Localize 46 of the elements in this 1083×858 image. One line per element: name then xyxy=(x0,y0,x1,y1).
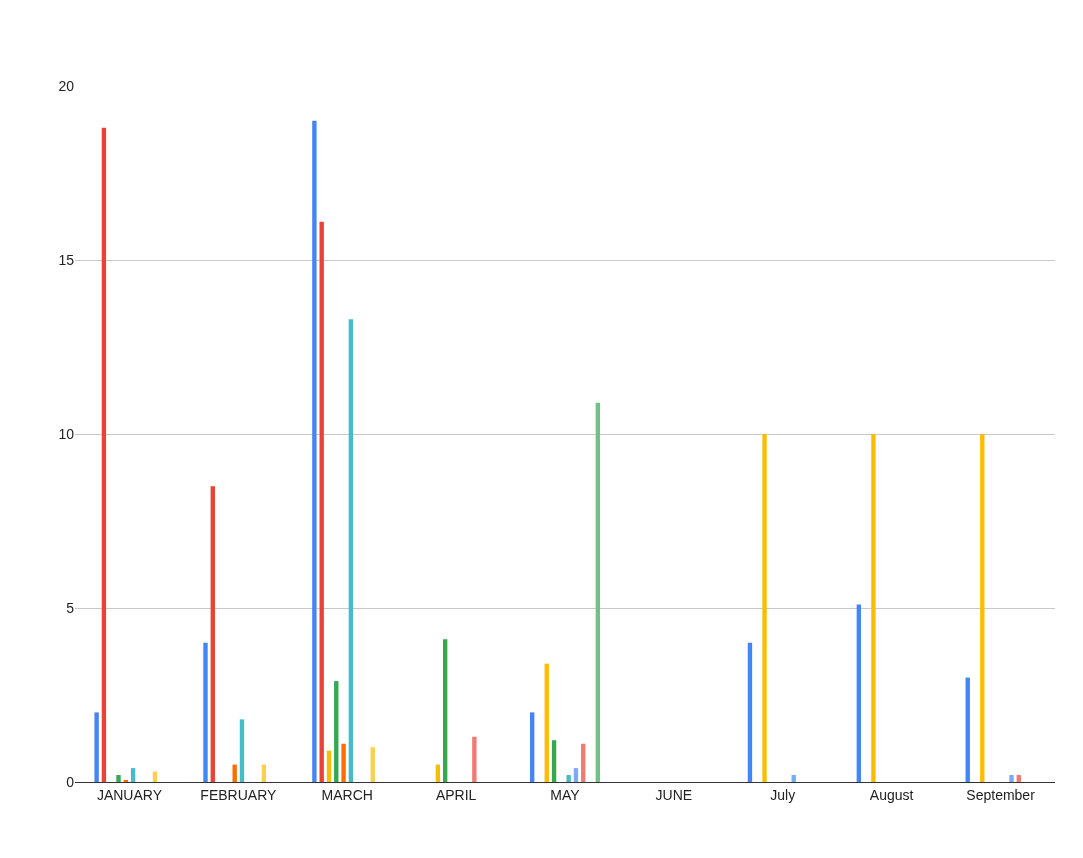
bar xyxy=(595,402,601,782)
y-tick-label: 5 xyxy=(66,599,75,616)
bar xyxy=(871,434,876,782)
bar xyxy=(1009,775,1014,782)
bar xyxy=(239,719,245,782)
bar xyxy=(472,736,477,782)
bar xyxy=(529,712,535,782)
bar xyxy=(856,604,862,782)
bar xyxy=(94,712,99,782)
bar xyxy=(319,221,324,782)
bar xyxy=(348,319,354,782)
bar xyxy=(203,642,208,782)
bar xyxy=(101,127,107,782)
bar xyxy=(581,743,586,782)
bar xyxy=(791,775,796,782)
bar xyxy=(442,639,448,782)
bar xyxy=(326,750,332,782)
bar xyxy=(965,677,970,782)
x-tick-label: August xyxy=(869,786,914,803)
y-tick-label: 0 xyxy=(66,773,75,790)
bar xyxy=(573,768,579,782)
bar xyxy=(370,747,375,782)
bar xyxy=(334,681,339,782)
bar xyxy=(210,486,215,782)
x-tick-label: APRIL xyxy=(435,786,477,803)
bar xyxy=(566,775,571,782)
bar xyxy=(762,434,767,782)
x-tick-label: July xyxy=(770,786,796,803)
x-tick-label: JANUARY xyxy=(96,786,163,803)
bar xyxy=(980,434,985,782)
bar xyxy=(130,768,136,782)
bar xyxy=(312,120,317,782)
bar xyxy=(747,642,753,782)
bar xyxy=(544,663,549,782)
x-tick-label: MAY xyxy=(550,786,581,803)
y-tick-label: 20 xyxy=(58,77,75,94)
x-tick-label: September xyxy=(966,786,1036,803)
bar xyxy=(551,740,557,782)
bar xyxy=(1016,775,1021,782)
bar xyxy=(116,775,121,782)
bar xyxy=(341,743,346,782)
y-tick-label: 15 xyxy=(58,251,75,268)
x-tick-label: FEBRUARY xyxy=(200,786,277,803)
x-tick-label: MARCH xyxy=(321,786,373,803)
y-tick-label: 10 xyxy=(58,425,75,442)
x-tick-label: JUNE xyxy=(655,786,693,803)
